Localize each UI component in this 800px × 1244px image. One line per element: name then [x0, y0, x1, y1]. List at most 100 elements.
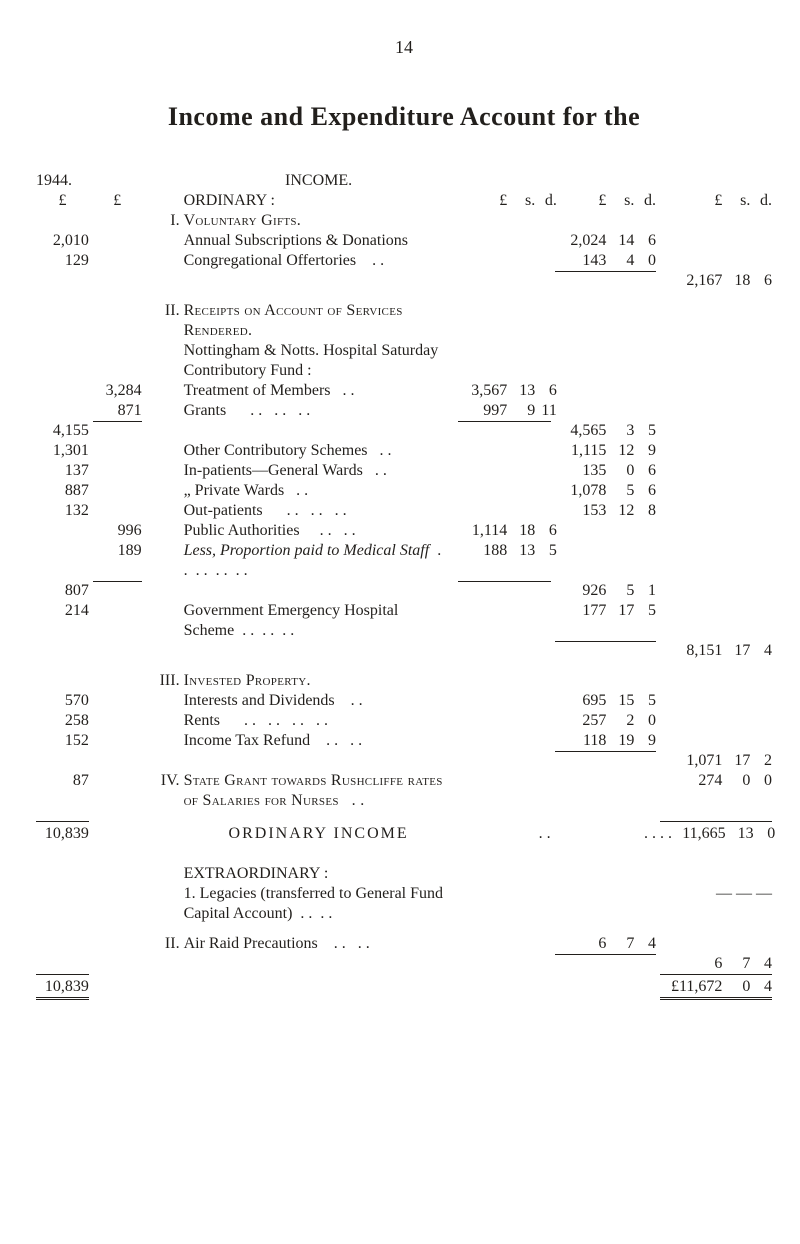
section-IV-title: State Grant towards Rushcliffe rates of …	[182, 771, 456, 811]
line-treat-mem: Treatment of Members . .	[182, 381, 456, 401]
amt-143: 143 4 0	[553, 251, 658, 271]
outer-head: £ s. d.	[658, 191, 774, 211]
out-8151: 8,151 17 4	[658, 641, 774, 661]
left-132: 132	[34, 501, 91, 521]
mid-997: 997 9 11	[456, 401, 553, 421]
left2-189: 189	[91, 541, 144, 581]
left-570: 570	[34, 691, 91, 711]
table-row: 570 Interests and Dividends . . 695 15 5	[34, 691, 774, 711]
section-I-title: Voluntary Gifts.	[182, 211, 456, 231]
out-1071: 1,071 17 2	[658, 751, 774, 771]
section-III-num: III.	[144, 671, 182, 691]
left2-871: 871	[91, 401, 144, 421]
left-807: 807	[34, 581, 91, 601]
out-274: 274 0 0	[658, 771, 774, 811]
ledger-grid: 1944. INCOME. £ £ ORDINARY : £ s. d. £ s…	[34, 171, 774, 1004]
table-row: 887 „ Private Wards . . 1,078 5 6	[34, 481, 774, 501]
line-nottingham: Nottingham & Notts. Hospital Saturday Co…	[182, 341, 456, 381]
rule-double	[660, 997, 772, 1004]
table-row: II. Air Raid Precautions . . . . 6 7 4	[34, 934, 774, 954]
ledger-table: 1944. INCOME. £ £ ORDINARY : £ s. d. £ s…	[34, 171, 774, 1004]
table-row: 129 Congregational Offertories . . 143 4…	[34, 251, 774, 271]
extra-II-num: II.	[144, 934, 182, 954]
section-III-title: Invested Property.	[182, 671, 456, 691]
table-row: 152 Income Tax Refund . . . . 118 19 9	[34, 731, 774, 751]
amt-257: 257 2 0	[553, 711, 658, 731]
left-87: 87	[34, 771, 91, 811]
income-heading: INCOME.	[182, 171, 456, 191]
line-gov-emh: Government Emergency Hospital Scheme . .…	[182, 601, 456, 641]
page-number: 14	[34, 36, 774, 59]
table-row: 189 Less, Proportion paid to Medical Sta…	[34, 541, 774, 581]
mid-head: £ s. d.	[456, 191, 553, 211]
document-title: Income and Expenditure Account for the	[34, 101, 774, 134]
mid-3567: 3,567 13 6	[456, 381, 553, 401]
out-11665: . . 11,665 13 0	[658, 824, 774, 844]
extra-legacies: 1. Legacies (transferred to General Fund…	[182, 884, 456, 924]
line-inpat-priv: „ Private Wards . .	[182, 481, 456, 501]
line-rents: Rents . . . . . . . .	[182, 711, 456, 731]
table-row: 214 Government Emergency Hospital Scheme…	[34, 601, 774, 641]
left-887: 887	[34, 481, 91, 501]
table-row: 2,167 18 6	[34, 271, 774, 291]
table-row: 1,301 Other Contributory Schemes . . 1,1…	[34, 441, 774, 461]
table-row: EXTRAORDINARY :	[34, 864, 774, 884]
line-pub-auth: Public Authorities . . . .	[182, 521, 456, 541]
col-L-left2: £	[91, 191, 144, 211]
table-row: 132 Out-patients . . . . . . 153 12 8	[34, 501, 774, 521]
table-row: £ £ ORDINARY : £ s. d. £ s. d. £ s. d.	[34, 191, 774, 211]
table-row: 1,071 17 2	[34, 751, 774, 771]
rule	[555, 641, 656, 644]
left-214: 214	[34, 601, 91, 641]
table-row: III. Invested Property.	[34, 671, 774, 691]
table-row: 3,284 Treatment of Members . . 3,567 13 …	[34, 381, 774, 401]
amt-153: 153 12 8	[553, 501, 658, 521]
table-row: 4,155 4,565 3 5	[34, 421, 774, 441]
left-1301: 1,301	[34, 441, 91, 461]
left2-996: 996	[91, 521, 144, 541]
table-row: 1944. INCOME.	[34, 171, 774, 191]
inner-head: £ s. d.	[553, 191, 658, 211]
dots-a: . .	[456, 824, 553, 844]
rule	[555, 751, 656, 754]
amt-118: 118 19 9	[553, 731, 658, 751]
rule	[93, 581, 142, 584]
ordinary-income-heading: ORDINARY INCOME	[182, 824, 456, 844]
amt-6-7-4: 6 7 4	[553, 934, 658, 954]
rule-double	[36, 997, 89, 1004]
year: 1944.	[34, 171, 91, 191]
table-row: 6 7 4	[34, 954, 774, 974]
amt-1115: 1,115 12 9	[553, 441, 658, 461]
line-air-raid: Air Raid Precautions . . . .	[182, 934, 456, 954]
line-other-contrib: Other Contributory Schemes . .	[182, 441, 456, 461]
left2-3284: 3,284	[91, 381, 144, 401]
rule	[555, 271, 656, 274]
amt-135: 135 0 6	[553, 461, 658, 481]
line-annual-sub: Annual Subscriptions & Donations	[182, 231, 456, 251]
left-4155: 4,155	[34, 421, 91, 441]
table-row: 996 Public Authorities . . . . 1,114 18 …	[34, 521, 774, 541]
rule	[93, 421, 142, 424]
section-II-title: Receipts on Account of Services Rendered…	[182, 301, 456, 341]
line-interests: Interests and Dividends . .	[182, 691, 456, 711]
left-137: 137	[34, 461, 91, 481]
line-inpat-gen: In-patients—General Wards . .	[182, 461, 456, 481]
dots-b: . .	[553, 824, 658, 844]
amt-1078: 1,078 5 6	[553, 481, 658, 501]
amt-926: 926 5 1	[553, 581, 658, 601]
left-2010: 2,010	[34, 231, 91, 251]
table-row: 137 In-patients—General Wards . . 135 0 …	[34, 461, 774, 481]
table-row	[34, 997, 774, 1004]
table-row: 8,151 17 4	[34, 641, 774, 661]
grand-total: £11,672 0 4	[658, 977, 774, 997]
left-10839a: 10,839	[34, 824, 91, 844]
table-row: 10,839 £11,672 0 4	[34, 977, 774, 997]
line-congreg: Congregational Offertories . .	[182, 251, 456, 271]
line-outpat: Out-patients . . . . . .	[182, 501, 456, 521]
line-grants: Grants . . . . . .	[182, 401, 456, 421]
table-row: 1. Legacies (transferred to General Fund…	[34, 884, 774, 924]
table-row: 10,839 ORDINARY INCOME . . . . . . 11,66…	[34, 824, 774, 844]
amt-695: 695 15 5	[553, 691, 658, 711]
mid-188: 188 13 5	[456, 541, 553, 581]
section-I-num: I.	[144, 211, 182, 231]
